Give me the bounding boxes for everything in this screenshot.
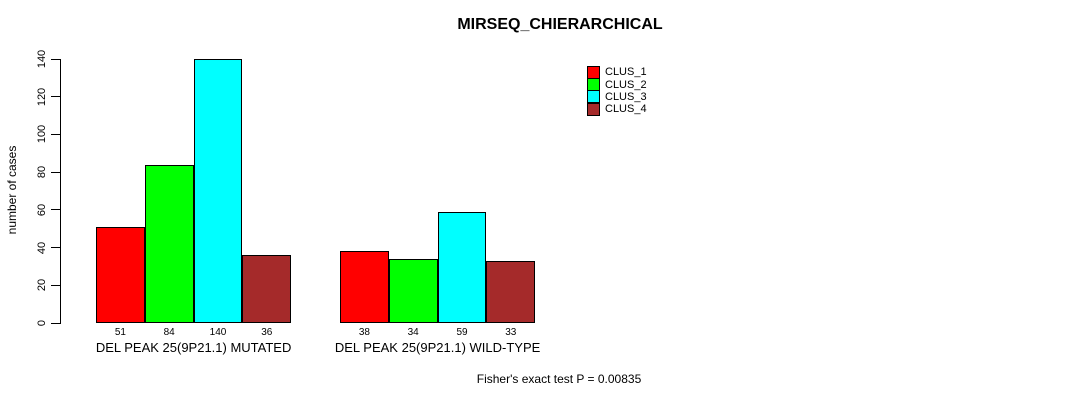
y-axis-tick <box>51 284 60 286</box>
y-axis-tick-label: 120 <box>36 87 48 106</box>
legend-swatch-clus_3 <box>587 90 600 104</box>
legend-label: CLUS_1 <box>605 66 647 79</box>
legend-item: CLUS_1 <box>587 65 647 79</box>
y-axis-tick <box>51 322 60 324</box>
y-axis-tick-label: 0 <box>36 319 48 327</box>
bar-clus_2 <box>144 164 194 323</box>
bar-clus_3 <box>437 211 487 323</box>
legend-item: CLUS_4 <box>587 102 647 116</box>
legend-swatch-clus_1 <box>587 65 600 79</box>
y-axis-tick-label: 20 <box>36 279 48 292</box>
y-axis-tick <box>51 58 60 60</box>
y-axis-tick <box>51 209 60 211</box>
bar-value-label: 59 <box>456 327 468 338</box>
y-axis-tick <box>51 247 60 249</box>
annotation-text: Fisher's exact test P = 0.00835 <box>476 372 642 386</box>
bar-clus_1 <box>96 226 145 323</box>
legend-item: CLUS_3 <box>587 90 647 104</box>
bar-clus_2 <box>388 258 438 323</box>
legend-swatch-clus_2 <box>587 78 600 92</box>
bar-clus_4 <box>242 255 292 323</box>
legend-label: CLUS_2 <box>605 78 647 91</box>
y-axis-label: number of cases <box>5 145 19 235</box>
bar-value-label: 36 <box>261 327 273 338</box>
legend-item: CLUS_2 <box>587 78 647 92</box>
legend-swatch-clus_4 <box>587 102 600 116</box>
bar-clus_1 <box>340 251 389 323</box>
bar-value-label: 84 <box>163 327 175 338</box>
chart-title: MIRSEQ_CHIERARCHICAL <box>457 16 663 33</box>
bar-value-label: 140 <box>209 327 227 338</box>
y-axis-tick-label: 140 <box>36 49 48 69</box>
bar-value-label: 33 <box>505 327 517 338</box>
category-label: DEL PEAK 25(9P21.1) MUTATED <box>95 340 292 355</box>
y-axis-line <box>60 59 61 324</box>
bar-clus_3 <box>193 59 243 323</box>
bar-value-label: 34 <box>407 327 419 338</box>
legend-label: CLUS_4 <box>605 103 647 116</box>
y-axis-tick <box>51 171 60 173</box>
bar-value-label: 51 <box>114 327 126 338</box>
y-axis-tick <box>51 96 60 98</box>
bar-clus_4 <box>486 260 536 323</box>
category-label: DEL PEAK 25(9P21.1) WILD-TYPE <box>334 340 541 355</box>
y-axis-tick-label: 40 <box>36 241 48 254</box>
legend: CLUS_1 CLUS_2 CLUS_3 CLUS_4 <box>587 65 647 116</box>
bar-value-label: 38 <box>358 327 370 338</box>
y-axis-tick-label: 100 <box>36 125 48 144</box>
legend-label: CLUS_3 <box>605 90 647 103</box>
y-axis-tick <box>51 133 60 135</box>
y-axis-tick-label: 80 <box>36 166 48 179</box>
y-axis-tick-label: 60 <box>36 203 48 216</box>
